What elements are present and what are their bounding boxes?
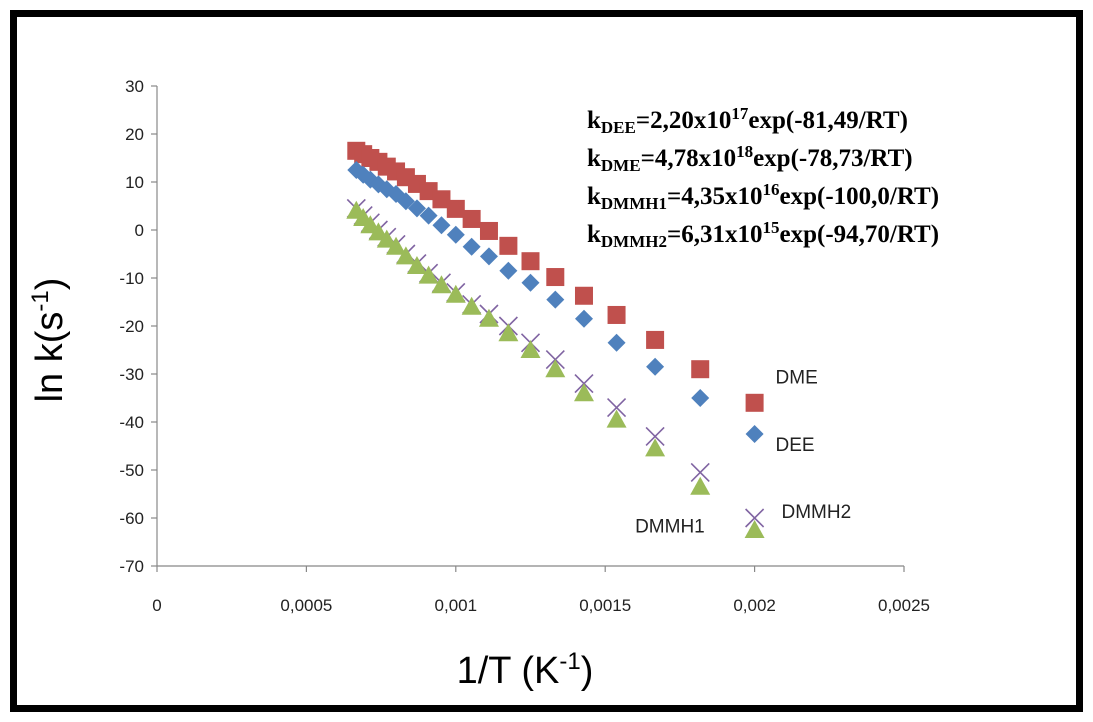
point-dmmh1 bbox=[461, 296, 482, 315]
point-dme bbox=[446, 199, 465, 218]
x-tick-label: 0 bbox=[152, 596, 161, 615]
point-dme bbox=[607, 305, 626, 324]
y-tick-label: 0 bbox=[135, 221, 144, 240]
y-axis-title: ln k(s-1) bbox=[27, 278, 71, 403]
point-dmmh2 bbox=[645, 426, 665, 446]
point-dmmh1 bbox=[573, 383, 594, 402]
point-dmmh1 bbox=[606, 409, 627, 428]
point-dmmh1 bbox=[376, 229, 397, 248]
point-dmmh2 bbox=[606, 398, 627, 418]
series-label-dmmh2: DMMH2 bbox=[781, 502, 851, 523]
point-dee bbox=[396, 192, 415, 211]
axes: 30 20 10 0 -10 -20 -30 -40 -50 -60 -70 0 0,0005 0,001… bbox=[119, 77, 930, 615]
series-label-dme: DME bbox=[776, 368, 818, 389]
point-dee bbox=[574, 309, 593, 328]
x-tick-label: 0,0015 bbox=[579, 596, 631, 615]
y-tick-label: -20 bbox=[119, 317, 144, 336]
series-labels: DME DEE DMMH2 DMMH1 bbox=[635, 368, 851, 538]
point-dme bbox=[691, 360, 710, 379]
rate-equation: kDEE=2,20x1017exp(-81,49/RT) bbox=[587, 104, 908, 137]
point-dme bbox=[745, 393, 764, 412]
point-dee bbox=[646, 357, 665, 376]
point-dmmh1 bbox=[498, 323, 519, 342]
point-dme bbox=[546, 268, 565, 287]
point-dme bbox=[432, 190, 451, 209]
x-tick-label: 0,0025 bbox=[878, 596, 930, 615]
x-tick-label: 0,002 bbox=[733, 596, 776, 615]
y-tick-label: -50 bbox=[119, 461, 144, 480]
point-dee bbox=[691, 389, 710, 407]
axis-titles: 1/T (K-1) ln k(s-1) bbox=[27, 278, 593, 692]
point-dmmh1 bbox=[386, 236, 407, 255]
point-dmmh1 bbox=[406, 256, 427, 274]
y-tick-label: -30 bbox=[119, 365, 144, 384]
point-dme bbox=[479, 221, 498, 240]
rate-equation: kDME=4,78x1018exp(-78,73/RT) bbox=[587, 142, 913, 175]
x-tick-label: 0,0005 bbox=[280, 596, 332, 615]
y-tick-label: -40 bbox=[119, 413, 144, 432]
y-tick-label: 30 bbox=[125, 77, 144, 96]
rate-equation: kDMMH2=6,31x1015exp(-94,70/RT) bbox=[587, 218, 939, 251]
point-dee bbox=[462, 237, 481, 256]
series-label-dee: DEE bbox=[776, 435, 815, 456]
point-dee bbox=[745, 425, 764, 443]
point-dmmh1 bbox=[744, 520, 765, 538]
series-dmmh1 bbox=[346, 200, 765, 538]
point-dmmh1 bbox=[445, 284, 466, 303]
point-dmmh1 bbox=[645, 438, 666, 457]
point-dmmh1 bbox=[395, 246, 416, 265]
point-dmmh1 bbox=[418, 265, 439, 284]
point-dmmh2 bbox=[745, 508, 765, 528]
point-dee bbox=[407, 199, 426, 218]
point-dmmh1 bbox=[545, 359, 566, 378]
point-dee bbox=[432, 216, 451, 235]
point-dee bbox=[479, 247, 498, 266]
point-dmmh2 bbox=[690, 462, 710, 482]
point-dee bbox=[419, 206, 438, 225]
point-dee bbox=[446, 225, 465, 244]
point-dme bbox=[521, 252, 540, 271]
rate-equation: kDMMH1=4,35x1016exp(-100,0/RT) bbox=[587, 180, 939, 213]
point-dmmh1 bbox=[690, 476, 711, 495]
point-dee bbox=[521, 273, 540, 292]
chart-frame bbox=[10, 10, 1083, 712]
point-dme bbox=[646, 330, 665, 349]
point-dee bbox=[499, 261, 518, 280]
point-dme bbox=[499, 236, 518, 255]
rate-equations: kDEE=2,20x1017exp(-81,49/RT) kDME=4,78x10… bbox=[587, 104, 939, 251]
point-dme bbox=[462, 209, 481, 228]
point-dmmh1 bbox=[478, 308, 499, 327]
series-label-dmmh1: DMMH1 bbox=[635, 516, 705, 537]
data-marks bbox=[346, 141, 765, 538]
x-tick-label: 0,001 bbox=[435, 596, 478, 615]
y-tick-label: -10 bbox=[119, 269, 144, 288]
y-tick-label: -70 bbox=[119, 557, 144, 576]
point-dmmh1 bbox=[431, 275, 452, 294]
y-tick-label: 20 bbox=[125, 125, 144, 144]
series-dee bbox=[347, 161, 764, 443]
point-dmmh1 bbox=[520, 340, 541, 358]
series-dme bbox=[347, 141, 764, 412]
y-tick-label: -60 bbox=[119, 509, 144, 528]
x-axis-title: 1/T (K-1) bbox=[457, 648, 594, 692]
point-dee bbox=[607, 333, 626, 352]
point-dme bbox=[574, 286, 593, 305]
point-dee bbox=[546, 290, 565, 309]
y-tick-label: 10 bbox=[125, 173, 144, 192]
